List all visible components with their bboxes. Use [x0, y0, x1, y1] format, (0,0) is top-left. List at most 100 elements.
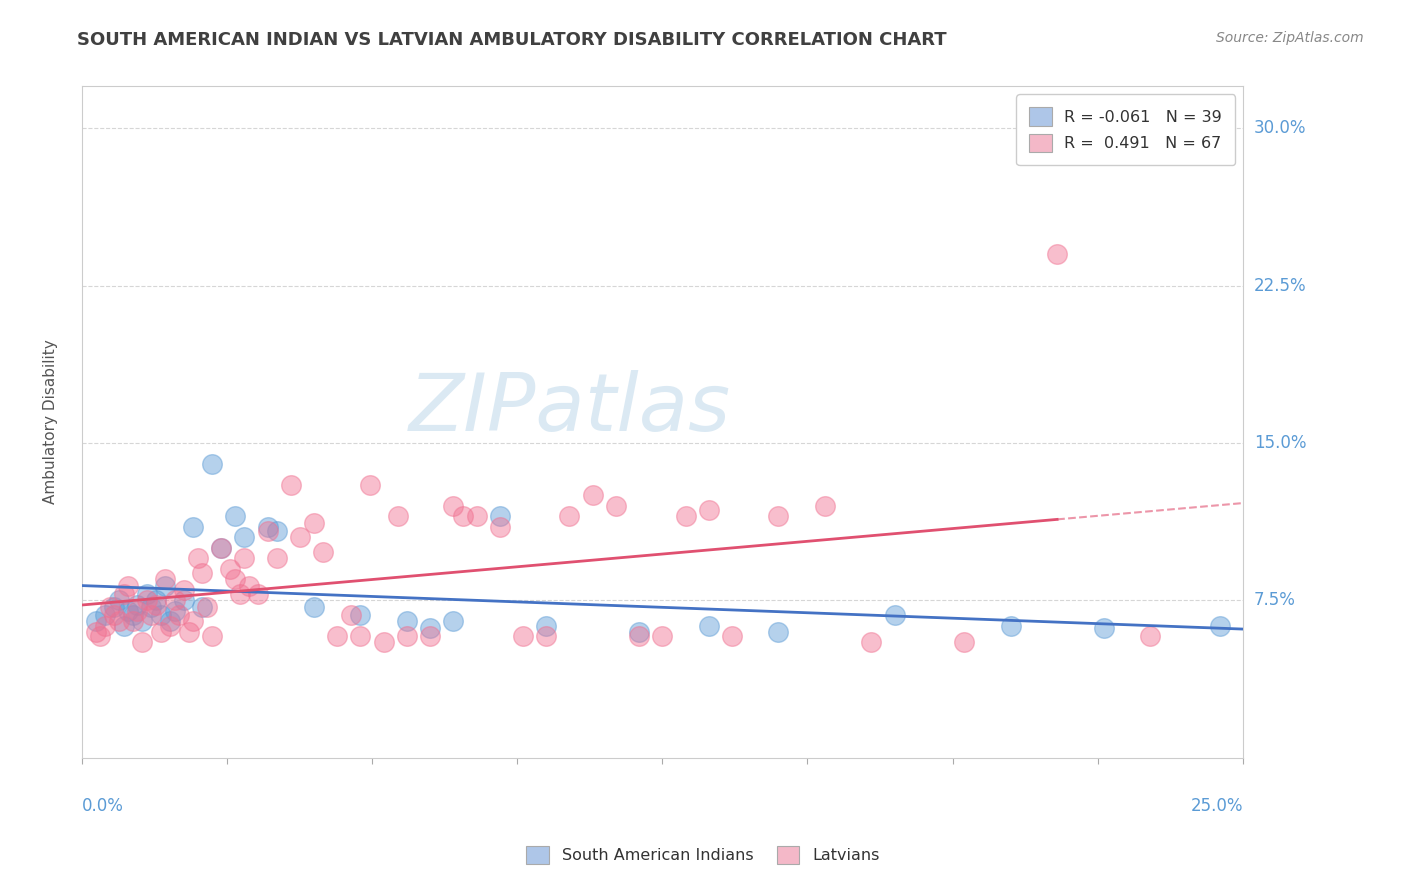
Text: ZIPatlas: ZIPatlas	[408, 369, 731, 448]
Point	[177, 624, 200, 639]
Point	[1000, 618, 1022, 632]
Point	[84, 624, 107, 639]
Point	[312, 545, 335, 559]
Point	[883, 607, 905, 622]
Point	[187, 551, 209, 566]
Point	[953, 635, 976, 649]
Point	[1208, 618, 1230, 632]
Point	[488, 509, 510, 524]
Point	[395, 615, 418, 629]
Text: 7.5%: 7.5%	[1254, 591, 1296, 609]
Point	[94, 607, 117, 622]
Y-axis label: Ambulatory Disability: Ambulatory Disability	[44, 340, 58, 504]
Point	[181, 520, 204, 534]
Point	[1046, 247, 1069, 261]
Point	[108, 593, 131, 607]
Legend: R = -0.061   N = 39, R =  0.491   N = 67: R = -0.061 N = 39, R = 0.491 N = 67	[1017, 95, 1234, 165]
Point	[155, 573, 177, 587]
Point	[441, 615, 464, 629]
Point	[387, 509, 409, 524]
Point	[302, 516, 325, 530]
Point	[169, 607, 191, 622]
Point	[121, 615, 143, 629]
Point	[451, 509, 474, 524]
Point	[238, 579, 260, 593]
Point	[419, 621, 441, 635]
Point	[117, 579, 139, 593]
Point	[163, 604, 186, 618]
Text: 15.0%: 15.0%	[1254, 434, 1306, 452]
Point	[488, 520, 510, 534]
Point	[628, 629, 651, 643]
Legend: South American Indians, Latvians: South American Indians, Latvians	[520, 839, 886, 871]
Point	[163, 593, 186, 607]
Point	[228, 587, 250, 601]
Point	[860, 635, 883, 649]
Point	[135, 593, 157, 607]
Point	[112, 587, 135, 601]
Point	[605, 499, 627, 513]
Text: SOUTH AMERICAN INDIAN VS LATVIAN AMBULATORY DISABILITY CORRELATION CHART: SOUTH AMERICAN INDIAN VS LATVIAN AMBULAT…	[77, 31, 948, 49]
Point	[1092, 621, 1115, 635]
Point	[512, 629, 534, 643]
Point	[201, 629, 224, 643]
Point	[209, 541, 232, 555]
Point	[419, 629, 441, 643]
Point	[191, 599, 214, 614]
Point	[155, 579, 177, 593]
Point	[697, 503, 720, 517]
Text: 0.0%: 0.0%	[82, 797, 124, 814]
Point	[288, 530, 311, 544]
Point	[103, 599, 125, 614]
Point	[159, 615, 181, 629]
Point	[191, 566, 214, 580]
Point	[94, 618, 117, 632]
Point	[256, 524, 278, 538]
Text: 30.0%: 30.0%	[1254, 120, 1306, 137]
Point	[395, 629, 418, 643]
Point	[159, 618, 181, 632]
Point	[280, 478, 302, 492]
Point	[697, 618, 720, 632]
Point	[108, 615, 131, 629]
Point	[1139, 629, 1161, 643]
Point	[675, 509, 697, 524]
Point	[373, 635, 395, 649]
Point	[247, 587, 270, 601]
Point	[173, 593, 195, 607]
Point	[534, 618, 557, 632]
Point	[558, 509, 581, 524]
Point	[121, 607, 143, 622]
Point	[534, 629, 557, 643]
Point	[814, 499, 837, 513]
Point	[768, 509, 790, 524]
Point	[209, 541, 232, 555]
Point	[441, 499, 464, 513]
Point	[465, 509, 488, 524]
Point	[145, 593, 167, 607]
Point	[582, 488, 605, 502]
Point	[201, 457, 224, 471]
Point	[266, 551, 288, 566]
Point	[141, 607, 163, 622]
Point	[256, 520, 278, 534]
Point	[131, 615, 153, 629]
Point	[768, 624, 790, 639]
Point	[117, 604, 139, 618]
Point	[233, 551, 256, 566]
Point	[103, 607, 125, 622]
Point	[302, 599, 325, 614]
Point	[219, 562, 242, 576]
Point	[326, 629, 349, 643]
Point	[141, 599, 163, 614]
Point	[173, 582, 195, 597]
Point	[135, 587, 157, 601]
Point	[224, 509, 246, 524]
Point	[84, 615, 107, 629]
Point	[112, 618, 135, 632]
Point	[233, 530, 256, 544]
Point	[145, 598, 167, 612]
Point	[181, 615, 204, 629]
Point	[359, 478, 381, 492]
Point	[149, 607, 172, 622]
